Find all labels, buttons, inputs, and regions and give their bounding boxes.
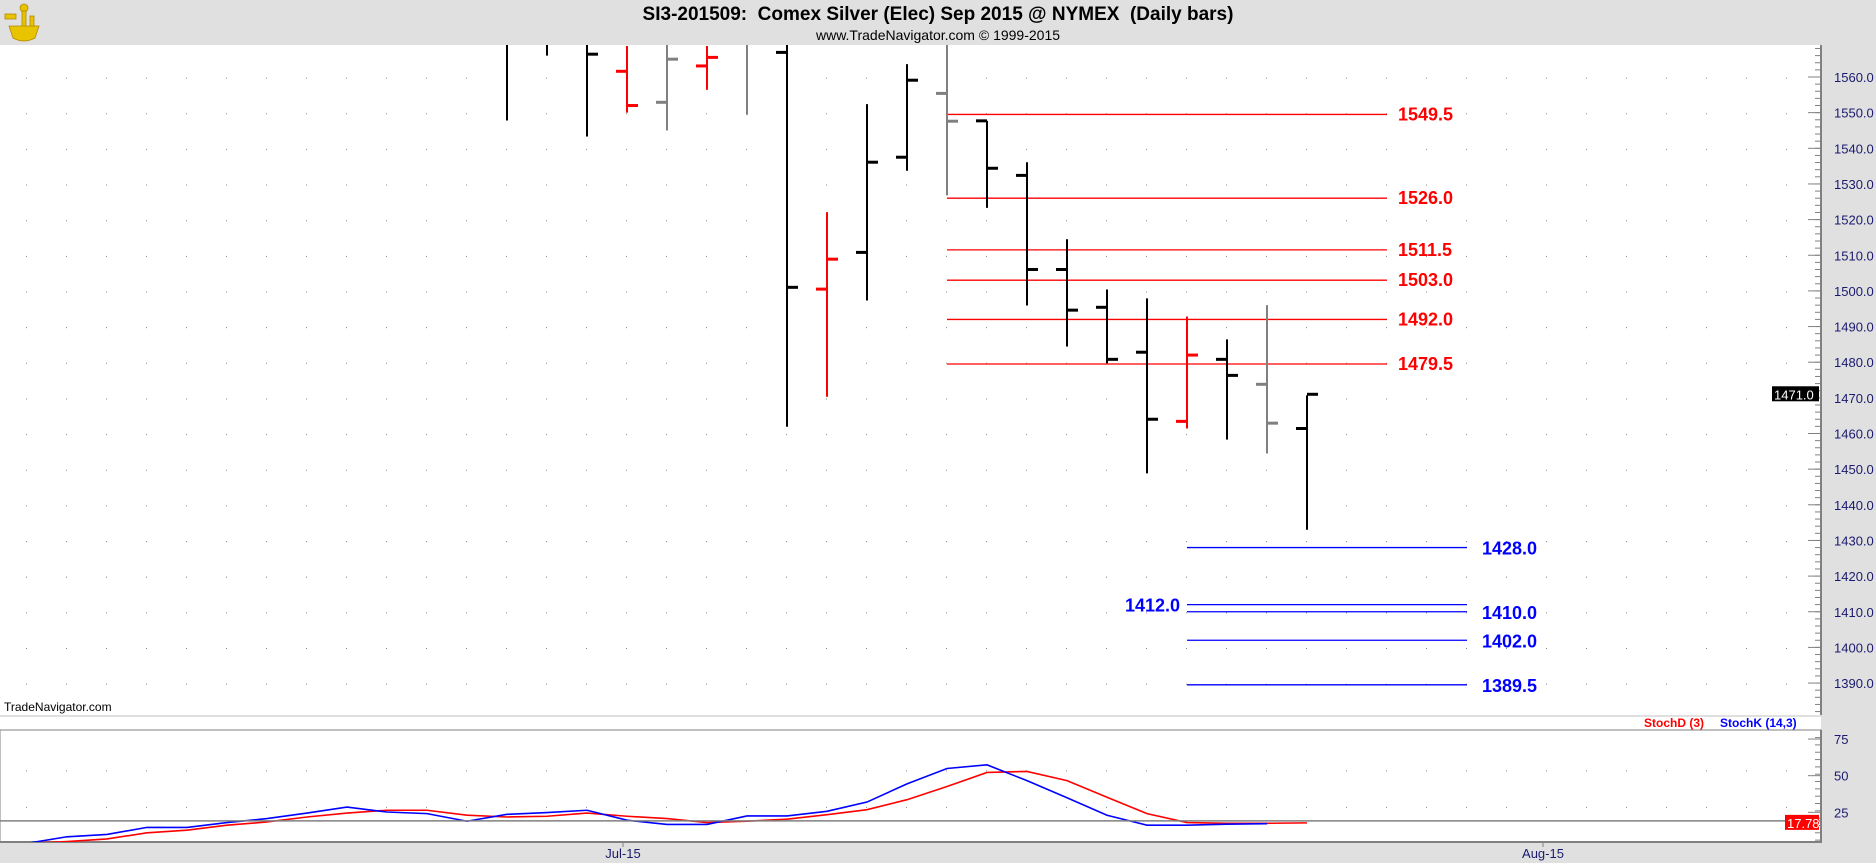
stoch-tick-label: 50 [1834, 769, 1848, 784]
resistance-label: 1511.5 [1398, 240, 1452, 260]
price-tick-label: 1390.0 [1834, 676, 1874, 691]
price-tick-label: 1460.0 [1834, 427, 1874, 442]
last-price-label: 1471.0 [1774, 387, 1814, 402]
ohlc-bar [816, 212, 838, 397]
date-label: Aug-15 [1522, 846, 1564, 861]
date-label: Jul-15 [605, 846, 640, 861]
resistance-label: 1526.0 [1398, 188, 1453, 208]
chart-title: SI3-201509: Comex Silver (Elec) Sep 2015… [642, 4, 1234, 25]
price-tick-label: 1400.0 [1834, 640, 1874, 655]
stoch-legend-strip [0, 717, 1821, 730]
price-tick-label: 1420.0 [1834, 569, 1874, 584]
ohlc-bar [1256, 305, 1278, 454]
stochd-line [39, 770, 1308, 842]
price-tick-label: 1510.0 [1834, 248, 1874, 263]
ohlc-bar [1136, 298, 1158, 474]
ohlc-bar [586, 45, 598, 137]
stoch-last-marker: 17.78 [0, 814, 1821, 831]
resistance-label: 1503.0 [1398, 270, 1453, 290]
ohlc-bar [656, 45, 678, 131]
last-price-box [1772, 386, 1819, 402]
stoch-tick-label: 75 [1834, 732, 1848, 747]
watermark: TradeNavigator.com [4, 700, 112, 714]
support-label: 1410.0 [1482, 603, 1537, 623]
ohlc-bar [856, 104, 878, 301]
stoch-tick-label: 25 [1834, 805, 1848, 820]
stochk-line [30, 764, 1268, 842]
price-tick-label: 1430.0 [1834, 533, 1874, 548]
price-tick-label: 1560.0 [1834, 70, 1874, 85]
ohlc-bar [1096, 289, 1118, 364]
price-tick-label: 1550.0 [1834, 106, 1874, 121]
stoch-last-value-label: 17.78 [1787, 816, 1820, 831]
ohlc-bar [1016, 162, 1038, 306]
ohlc-bar [1296, 392, 1318, 530]
price-tick-label: 1490.0 [1834, 320, 1874, 335]
ohlc-bar [776, 45, 798, 427]
stochastic-lines [30, 764, 1308, 842]
stoch-last-value-box [1785, 814, 1819, 830]
support-label: 1428.0 [1482, 539, 1537, 559]
ohlc-bar [976, 119, 998, 208]
price-tick-label: 1440.0 [1834, 498, 1874, 513]
price-tick-label: 1450.0 [1834, 462, 1874, 477]
ohlc-bar [1176, 316, 1198, 429]
last-price-marker: 1471.0 [1772, 386, 1819, 402]
legend-stochd: StochD (3) [1644, 716, 1704, 730]
ohlc-bar [696, 45, 718, 90]
stoch-axis: 75 50 25 [1808, 732, 1848, 841]
legend-stochk: StochK (14,3) [1720, 716, 1797, 730]
price-level-labels: 1549.5 1526.0 1511.5 1503.0 1492.0 1479.5 1428… [1125, 104, 1537, 695]
price-tick-label: 1540.0 [1834, 141, 1874, 156]
sextant-logo-icon [4, 3, 40, 42]
support-label: 1402.0 [1482, 631, 1537, 651]
price-grid [0, 45, 1821, 715]
ohlc-bar [936, 45, 958, 196]
chart-subtitle: www.TradeNavigator.com © 1999-2015 [815, 27, 1061, 43]
support-label: 1412.0 [1125, 596, 1180, 616]
price-tick-label: 1470.0 [1834, 391, 1874, 406]
resistance-label: 1479.5 [1398, 354, 1453, 374]
resistance-label: 1492.0 [1398, 309, 1453, 329]
price-tick-label: 1410.0 [1834, 605, 1874, 620]
ohlc-bars [506, 45, 1318, 530]
ohlc-bar [616, 45, 638, 113]
price-tick-label: 1500.0 [1834, 284, 1874, 299]
ohlc-bar [896, 64, 918, 171]
date-axis: Jul-15 Aug-15 [605, 842, 1564, 861]
price-axis: 1560.0 1550.0 1540.0 1530.0 1520.0 1510.0 1500… [1808, 47, 1874, 713]
resistance-label: 1549.5 [1398, 104, 1453, 124]
support-label: 1389.5 [1482, 676, 1537, 696]
price-levels [947, 113, 1467, 686]
ohlc-bar [1056, 239, 1078, 347]
stoch-grid [1, 736, 1820, 816]
ohlc-bar [1216, 339, 1238, 440]
price-tick-label: 1480.0 [1834, 355, 1874, 370]
price-tick-label: 1520.0 [1834, 213, 1874, 228]
price-tick-label: 1530.0 [1834, 177, 1874, 192]
